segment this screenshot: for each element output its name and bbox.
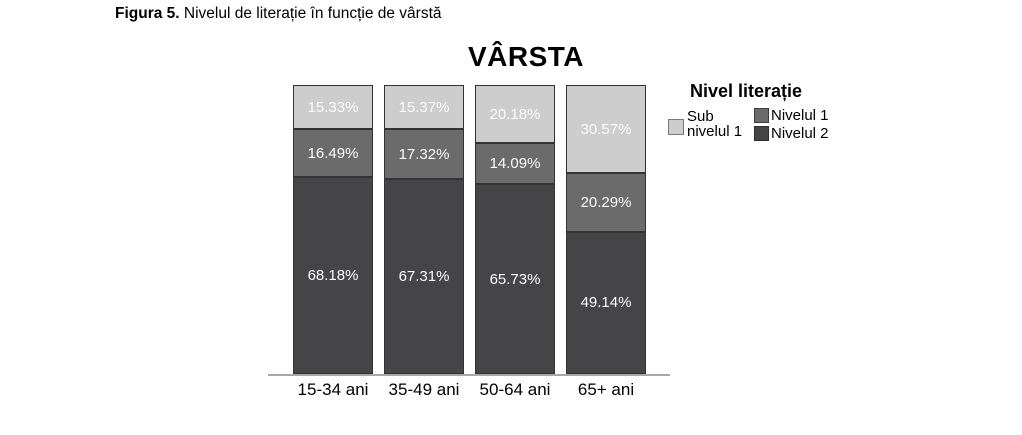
- segment-nivelul-2: 49.14%: [566, 231, 646, 374]
- segment-nivelul-1: 14.09%: [475, 143, 555, 185]
- segment-nivelul-1: 17.32%: [384, 129, 464, 180]
- legend-label-nivelul-2: Nivelul 2: [771, 125, 829, 142]
- segment-nivelul-1: 20.29%: [566, 173, 646, 232]
- legend-swatch-nivelul-2: [754, 126, 769, 141]
- segment-sub-nivelul-1: 30.57%: [566, 85, 646, 174]
- value-label: 15.33%: [307, 98, 359, 116]
- legend-label-nivelul-1: Nivelul 1: [771, 107, 829, 124]
- segment-sub-nivelul-1: 15.37%: [384, 85, 464, 130]
- value-label: 15.37%: [398, 98, 450, 116]
- segment-nivelul-1: 16.49%: [293, 129, 373, 177]
- value-label: 49.14%: [580, 294, 632, 312]
- value-label: 20.18%: [489, 105, 541, 123]
- x-axis-label-50-64-ani: 50-64 ani: [479, 380, 551, 399]
- chart-title: VÂRSTA: [467, 41, 585, 72]
- value-label: 68.18%: [307, 266, 359, 284]
- value-label: 20.29%: [580, 194, 632, 212]
- value-label: 16.49%: [307, 144, 359, 162]
- value-label: 65.73%: [489, 270, 541, 288]
- figure-caption: Figura 5. Nivelul de literație în funcți…: [115, 5, 442, 23]
- plot-area: 15.33% 16.49% 68.18% 15.37% 17.32% 67.31% 20.1…: [293, 85, 646, 374]
- segment-nivelul-2: 67.31%: [384, 179, 464, 374]
- segment-nivelul-2: 68.18%: [293, 176, 373, 374]
- x-axis-label-35-49-ani: 35-49 ani: [388, 380, 460, 399]
- segment-sub-nivelul-1: 20.18%: [475, 85, 555, 144]
- value-label: 67.31%: [398, 268, 450, 286]
- legend-swatch-sub-nivelul-1: [668, 119, 684, 135]
- bar-35-49-ani: 15.37% 17.32% 67.31%: [384, 85, 464, 374]
- bar-15-34-ani: 15.33% 16.49% 68.18%: [293, 85, 373, 374]
- x-axis-line: [268, 374, 670, 376]
- bar-50-64-ani: 20.18% 14.09% 65.73%: [475, 85, 555, 374]
- value-label: 17.32%: [398, 145, 450, 163]
- legend-title: Nivel literație: [690, 81, 803, 101]
- figure-caption-number: Figura 5.: [115, 5, 180, 22]
- value-label: 14.09%: [489, 155, 541, 173]
- x-axis-label-15-34-ani: 15-34 ani: [297, 380, 369, 399]
- x-axis-label-65plus-ani: 65+ ani: [577, 380, 635, 399]
- segment-nivelul-2: 65.73%: [475, 184, 555, 374]
- bar-65plus-ani: 30.57% 20.29% 49.14%: [566, 85, 646, 374]
- figure-caption-text: Nivelul de literație în funcție de vârst…: [179, 5, 442, 22]
- legend-label-sub-nivelul-1: Sub nivelul 1: [687, 108, 743, 140]
- legend-swatch-nivelul-1: [754, 108, 769, 123]
- segment-sub-nivelul-1: 15.33%: [293, 85, 373, 130]
- value-label: 30.57%: [580, 120, 632, 138]
